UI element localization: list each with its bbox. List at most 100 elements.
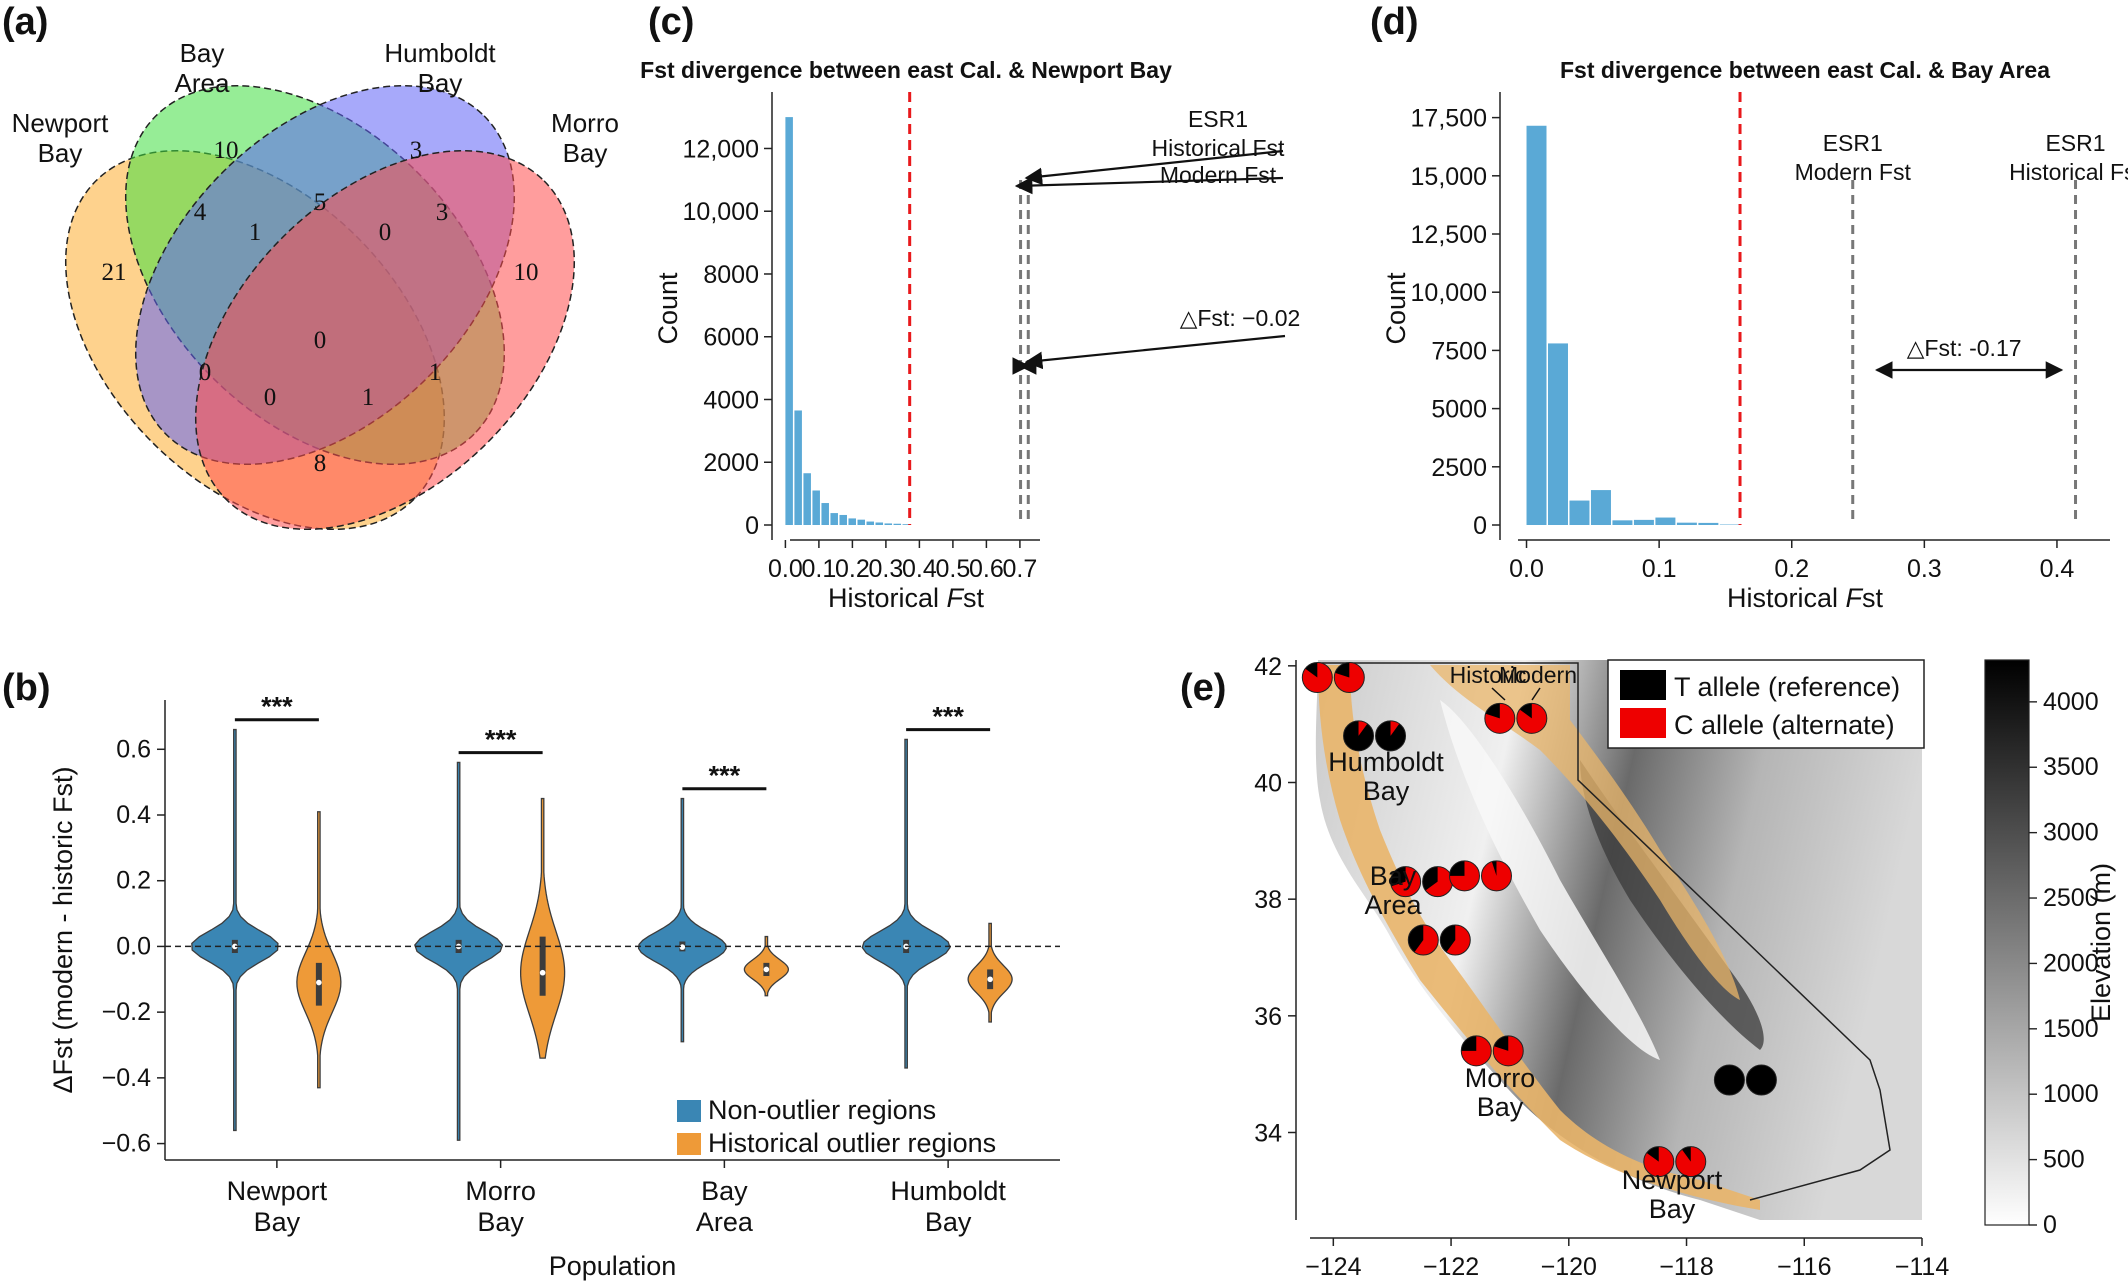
- y-tick-label: 15,000: [1411, 163, 1487, 191]
- colorbar-tick-label: 2500: [2043, 884, 2099, 912]
- pie-outline: [1343, 720, 1375, 752]
- x-axis-label: Historical Fst: [1727, 583, 1884, 613]
- pie-outline: [1480, 860, 1512, 892]
- legend-swatch: [677, 1133, 701, 1155]
- site-label-humboldt: Humboldt Bay: [1328, 747, 1444, 806]
- x-tick-label: 0.1: [802, 555, 837, 583]
- esr1-historical-label: Historical Fst: [1152, 135, 1286, 161]
- pie-outline: [1675, 1146, 1707, 1178]
- histogram-c: Fst divergence between east Cal. & Newpo…: [640, 57, 1300, 613]
- x-tick-label: 0.2: [835, 555, 870, 583]
- y-tick-label: 0: [745, 512, 759, 540]
- y-tick-label: 10,000: [1411, 279, 1487, 307]
- panel-label-a: (a): [2, 1, 48, 43]
- violin-non-outlier: [861, 738, 951, 1069]
- venn-region-count: 0: [314, 327, 327, 354]
- chart-title: Fst divergence between east Cal. & Newpo…: [640, 57, 1172, 83]
- violin-median-dot: [232, 943, 238, 950]
- y-tick-label: 34: [1254, 1120, 1282, 1148]
- y-tick-label: 0.4: [116, 801, 151, 829]
- pie-c-allele: [1516, 703, 1547, 734]
- histogram-bar: [830, 513, 838, 525]
- histogram-bar: [794, 410, 802, 525]
- y-tick-label: −0.6: [102, 1130, 151, 1158]
- x-tick-label: −116: [1777, 1253, 1831, 1281]
- violin-median-dot: [316, 979, 322, 986]
- x-tick-label: 0.3: [1907, 555, 1942, 583]
- venn-region-count: 0: [199, 359, 212, 386]
- elevation-colorbar: [1984, 659, 2030, 1226]
- colorbar-tick-label: 3500: [2043, 753, 2099, 781]
- chart-title: Fst divergence between east Cal. & Bay A…: [1560, 57, 2050, 83]
- venn-set-label: Morro Bay: [551, 108, 619, 168]
- venn-region-count: 0: [379, 219, 392, 246]
- panel-label-b: (b): [2, 667, 51, 709]
- pie-outline: [1333, 662, 1365, 693]
- x-tick-label: 0.0: [768, 555, 803, 583]
- esr1-label: ESR1: [2045, 130, 2105, 156]
- pie-c-allele: [1493, 1035, 1524, 1066]
- pie-c-allele: [1425, 866, 1453, 897]
- x-tick-label: 0.1: [1642, 555, 1677, 583]
- pie-c-allele: [1334, 662, 1365, 693]
- colorbar-tick-label: 3000: [2043, 819, 2099, 847]
- venn-region-count: 3: [410, 137, 423, 164]
- y-tick-label: 38: [1254, 886, 1282, 914]
- allele-pie-chart: [1643, 1146, 1675, 1178]
- histogram-bar: [1548, 343, 1568, 525]
- histogram-bar: [893, 523, 902, 525]
- pie-outline: [1713, 1064, 1745, 1096]
- y-tick-label: −0.4: [102, 1064, 151, 1092]
- allele-pie-chart: [1675, 1146, 1707, 1178]
- legend-label: Non-outlier regions: [708, 1095, 936, 1125]
- y-tick-label: 8000: [703, 261, 759, 289]
- pie-outline: [1492, 1035, 1524, 1067]
- pie-c-allele: [1358, 720, 1368, 736]
- allele-pie-chart: [1422, 866, 1454, 898]
- legend-label: C allele (alternate): [1674, 710, 1895, 740]
- pie-c-allele: [1414, 925, 1439, 956]
- y-tick-label: 5000: [1431, 396, 1487, 424]
- esr1-label: ESR1: [1823, 130, 1883, 156]
- venn-region-count: 1: [429, 359, 442, 386]
- venn-region-count: 10: [214, 137, 239, 164]
- allele-pie-chart: [1301, 662, 1333, 693]
- histogram-bar: [857, 519, 866, 525]
- x-tick-label: −124: [1305, 1253, 1361, 1281]
- pie-outline: [1460, 1035, 1492, 1067]
- violin-non-outlier: [191, 728, 279, 1132]
- y-tick-label: 7500: [1431, 337, 1487, 365]
- allele-pie-chart: [1492, 1035, 1524, 1067]
- venn-region-count: 5: [314, 189, 327, 216]
- significance-label: ***: [932, 702, 964, 732]
- delta-fst-label: △Fst: −0.02: [1180, 305, 1301, 331]
- allele-pie-chart: [1484, 702, 1516, 734]
- pie-c-allele: [1302, 662, 1333, 693]
- significance-label: ***: [485, 725, 517, 755]
- pie-c-allele: [1390, 720, 1400, 736]
- y-tick-label: 4000: [703, 386, 759, 414]
- x-axis-label: Historical Fst: [828, 583, 985, 613]
- allele-pie-chart: [1516, 702, 1548, 734]
- colorbar-tick-label: 2000: [2043, 949, 2099, 977]
- violin-outlier: [296, 811, 342, 1089]
- x-tick-label: Humboldt Bay: [890, 1176, 1006, 1237]
- arrow-modern: [1014, 176, 1284, 195]
- pie-outline: [1745, 1064, 1777, 1096]
- pie-c-allele: [1643, 1146, 1674, 1177]
- histogram-bar: [1590, 490, 1611, 525]
- histogram-bar: [866, 521, 875, 525]
- x-tick-label: 0.4: [902, 555, 937, 583]
- histogram-bar: [884, 523, 893, 525]
- allele-pie-chart: [1713, 1064, 1745, 1096]
- x-axis-label: Population: [549, 1251, 677, 1281]
- x-tick-label: 0.7: [1003, 555, 1038, 583]
- delta-fst-label: △Fst: -0.17: [1907, 335, 2022, 361]
- panel-label-e: (e): [1180, 667, 1226, 709]
- pie-outline: [1643, 1146, 1675, 1178]
- y-tick-label: 42: [1254, 653, 1282, 681]
- venn-set-label: Humboldt Bay: [384, 38, 496, 98]
- panel-label-d: (d): [1370, 1, 1419, 43]
- x-tick-label: 0.2: [1774, 555, 1809, 583]
- colorbar-tick-label: 0: [2043, 1211, 2057, 1239]
